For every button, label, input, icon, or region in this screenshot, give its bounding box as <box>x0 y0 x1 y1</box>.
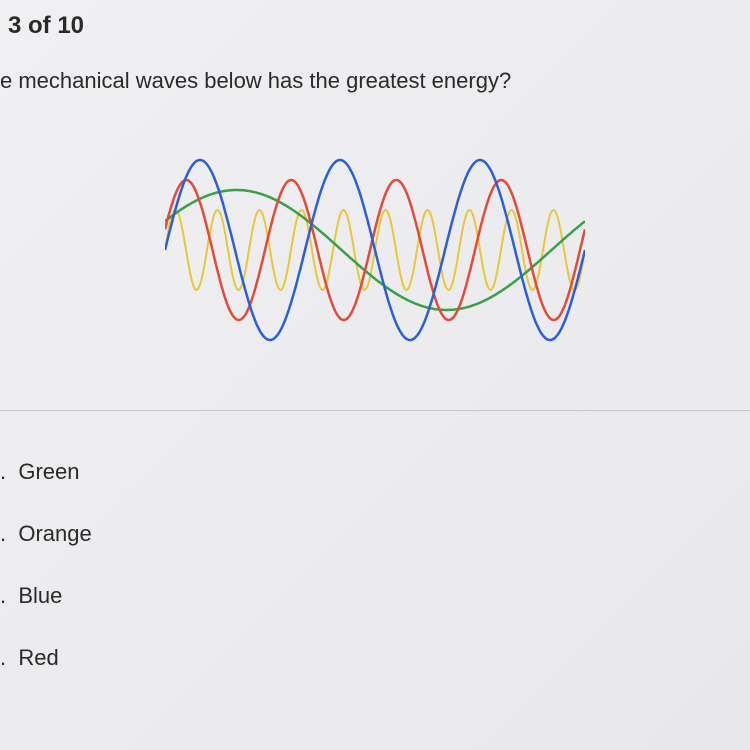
option-prefix: . <box>0 459 6 484</box>
wave-chart-area <box>0 110 750 410</box>
option-label: Red <box>18 645 58 670</box>
option-green[interactable]: . Green <box>0 441 750 503</box>
quiz-container: 3 of 10 e mechanical waves below has the… <box>0 0 750 750</box>
wave-chart <box>165 130 585 370</box>
question-number: 3 of 10 <box>0 0 750 52</box>
option-label: Green <box>18 459 79 484</box>
option-orange[interactable]: . Orange <box>0 503 750 565</box>
option-red[interactable]: . Red <box>0 627 750 689</box>
question-text: e mechanical waves below has the greates… <box>0 52 750 110</box>
option-blue[interactable]: . Blue <box>0 565 750 627</box>
option-prefix: . <box>0 521 6 546</box>
option-label: Blue <box>18 583 62 608</box>
option-prefix: . <box>0 583 6 608</box>
answer-options: . Green . Orange . Blue . Red <box>0 441 750 689</box>
divider <box>0 410 750 411</box>
option-prefix: . <box>0 645 6 670</box>
option-label: Orange <box>18 521 91 546</box>
